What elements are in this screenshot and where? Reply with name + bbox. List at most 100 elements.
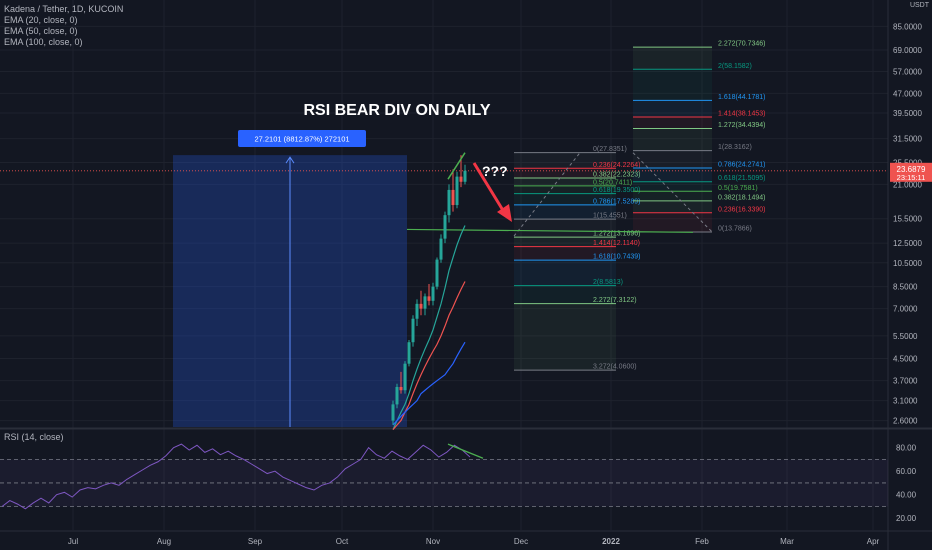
price-tick-7: 21.0000 [893, 180, 922, 189]
time-label-6: 2022 [602, 537, 620, 546]
candle-body-2 [399, 386, 403, 391]
rsi-tick-1: 60.00 [896, 467, 917, 476]
last-price-tag [890, 162, 932, 182]
fib-left-band-6 [514, 219, 616, 238]
ema20-line [392, 225, 466, 430]
rsi-title: RSI (14, close) [4, 432, 64, 442]
candle-body-13 [443, 215, 447, 239]
candle-body-10 [431, 286, 435, 301]
price-tick-5: 31.5000 [893, 135, 922, 144]
fib-right-band-2 [633, 100, 712, 117]
ema100-label: EMA (100, close, 0) [4, 37, 83, 47]
headline-text: RSI BEAR DIV ON DAILY [304, 102, 491, 119]
fib-left-label-3: 0.5(20.7411) [593, 179, 632, 186]
fib-right-label-7: 0.618(21.5095) [718, 175, 765, 182]
time-label-7: Feb [695, 537, 709, 546]
drop-arrow-head [497, 204, 512, 222]
price-tick-12: 7.0000 [893, 305, 918, 314]
candle-body-5 [411, 318, 415, 343]
time-label-5: Dec [514, 537, 528, 546]
candle-body-6 [415, 303, 419, 319]
fib-left-label-8: 1.414(12.1140) [593, 240, 640, 247]
time-label-1: Aug [157, 537, 171, 546]
candle-body-3 [403, 363, 407, 391]
fib-left-label-5: 0.786(17.5289) [593, 198, 640, 205]
price-tick-13: 5.5000 [893, 332, 918, 341]
time-label-3: Oct [336, 537, 349, 546]
rsi-div-line [447, 443, 484, 459]
rsi-tick-2: 40.00 [896, 491, 917, 500]
fib-right-band-10 [633, 212, 712, 232]
fib-right-band-1 [633, 69, 712, 101]
fib-left-label-2: 0.382(22.2323) [593, 171, 640, 178]
fib-right-label-4: 1.272(34.4394) [718, 122, 765, 129]
measure-label-text: 27.2101 (8812.87%) 272101 [254, 135, 349, 144]
fib-right-band-8 [633, 191, 712, 201]
candle-body-7 [419, 303, 423, 309]
last-price-text: 23.6879 [897, 165, 926, 174]
fib-left-band-7 [514, 237, 616, 247]
fib-left-band-3 [514, 185, 616, 194]
fib-left-label-10: 2(8.5813) [593, 279, 623, 286]
candle-body-0 [391, 404, 395, 421]
candle-body-16 [455, 176, 459, 206]
fib-right-band-4 [633, 128, 712, 151]
price-tick-1: 69.0000 [893, 46, 922, 55]
fib-right-label-5: 1(28.3162) [718, 144, 752, 151]
fib-right-band-0 [633, 47, 712, 70]
fib-right-label-9: 0.382(18.1494) [718, 194, 765, 201]
price-tick-17: 2.6000 [893, 417, 918, 426]
fib-left-band-2 [514, 177, 616, 186]
fib-left-band-4 [514, 193, 616, 205]
candle-body-14 [447, 189, 451, 216]
fib-left-label-11: 2.272(7.3122) [593, 297, 637, 304]
time-label-0: Jul [68, 537, 78, 546]
fib-right-label-6: 0.786(24.2741) [718, 162, 765, 169]
drop-arrow-shaft [472, 162, 506, 213]
fib-right-label-3: 1.414(38.1453) [718, 110, 765, 117]
price-tick-9: 12.5000 [893, 239, 922, 248]
fib-left-band-0 [514, 152, 616, 169]
measure-label-box [238, 130, 366, 147]
support-line [406, 228, 694, 233]
candle-body-15 [451, 189, 455, 206]
price-tick-2: 57.0000 [893, 68, 922, 77]
rsi-line [1, 443, 471, 510]
fib-right-label-8: 0.5(19.7581) [718, 185, 758, 192]
fib-left-label-1: 0.236(24.2264) [593, 162, 640, 169]
fib-right-label-1: 2(58.1582) [718, 63, 752, 70]
fib-left-label-0: 0(27.8351) [593, 146, 627, 153]
candle-body-17 [459, 176, 463, 182]
price-tick-16: 3.1000 [893, 397, 918, 406]
candle-body-12 [439, 238, 443, 260]
fib-left-band-1 [514, 168, 616, 178]
fib-right-band-5 [633, 150, 712, 169]
fib-left-label-7: 1.272(13.1696) [593, 231, 640, 238]
time-label-4: Nov [426, 537, 440, 546]
price-tick-3: 47.0000 [893, 89, 922, 98]
countdown-text: 23:15:11 [897, 173, 926, 182]
fib-right-band-9 [633, 200, 712, 213]
price-currency: USDT [910, 2, 930, 9]
rsi-tick-3: 20.00 [896, 514, 917, 523]
price-tick-11: 8.5000 [893, 283, 918, 292]
fib-right-band-3 [633, 116, 712, 129]
ema50-label: EMA (50, close, 0) [4, 26, 78, 36]
candle-body-9 [427, 296, 431, 301]
price-tick-8: 15.5000 [893, 215, 922, 224]
fib-right-label-0: 2.272(70.7346) [718, 41, 765, 48]
symbol-line: Kadena / Tether, 1D, KUCOIN [4, 4, 124, 14]
fib-right-connector [632, 152, 713, 233]
fib-left-band-8 [514, 246, 616, 261]
time-label-2: Sep [248, 537, 263, 546]
question-text: ??? [482, 163, 508, 179]
fib-left-label-9: 1.618(10.7439) [593, 254, 640, 261]
candle-body-18 [463, 170, 467, 182]
measure-arrow-head [285, 156, 295, 164]
candle-body-8 [423, 296, 427, 309]
price-tick-15: 3.7000 [893, 377, 918, 386]
fib-left-label-6: 1(15.4551) [593, 213, 627, 220]
